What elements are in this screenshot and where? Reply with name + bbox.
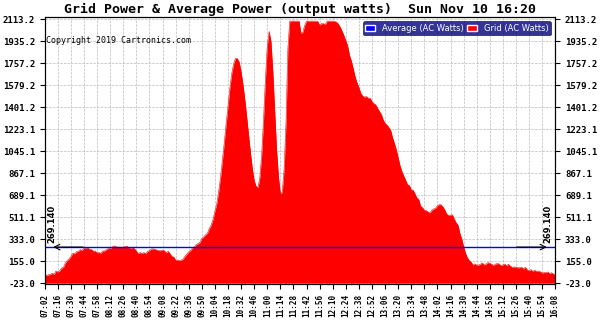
Text: 269.140: 269.140 (48, 205, 57, 244)
Legend: Average (AC Watts), Grid (AC Watts): Average (AC Watts), Grid (AC Watts) (363, 21, 551, 35)
Text: 269.140: 269.140 (543, 205, 552, 244)
Text: Copyright 2019 Cartronics.com: Copyright 2019 Cartronics.com (46, 36, 191, 45)
Title: Grid Power & Average Power (output watts)  Sun Nov 10 16:20: Grid Power & Average Power (output watts… (64, 3, 536, 16)
